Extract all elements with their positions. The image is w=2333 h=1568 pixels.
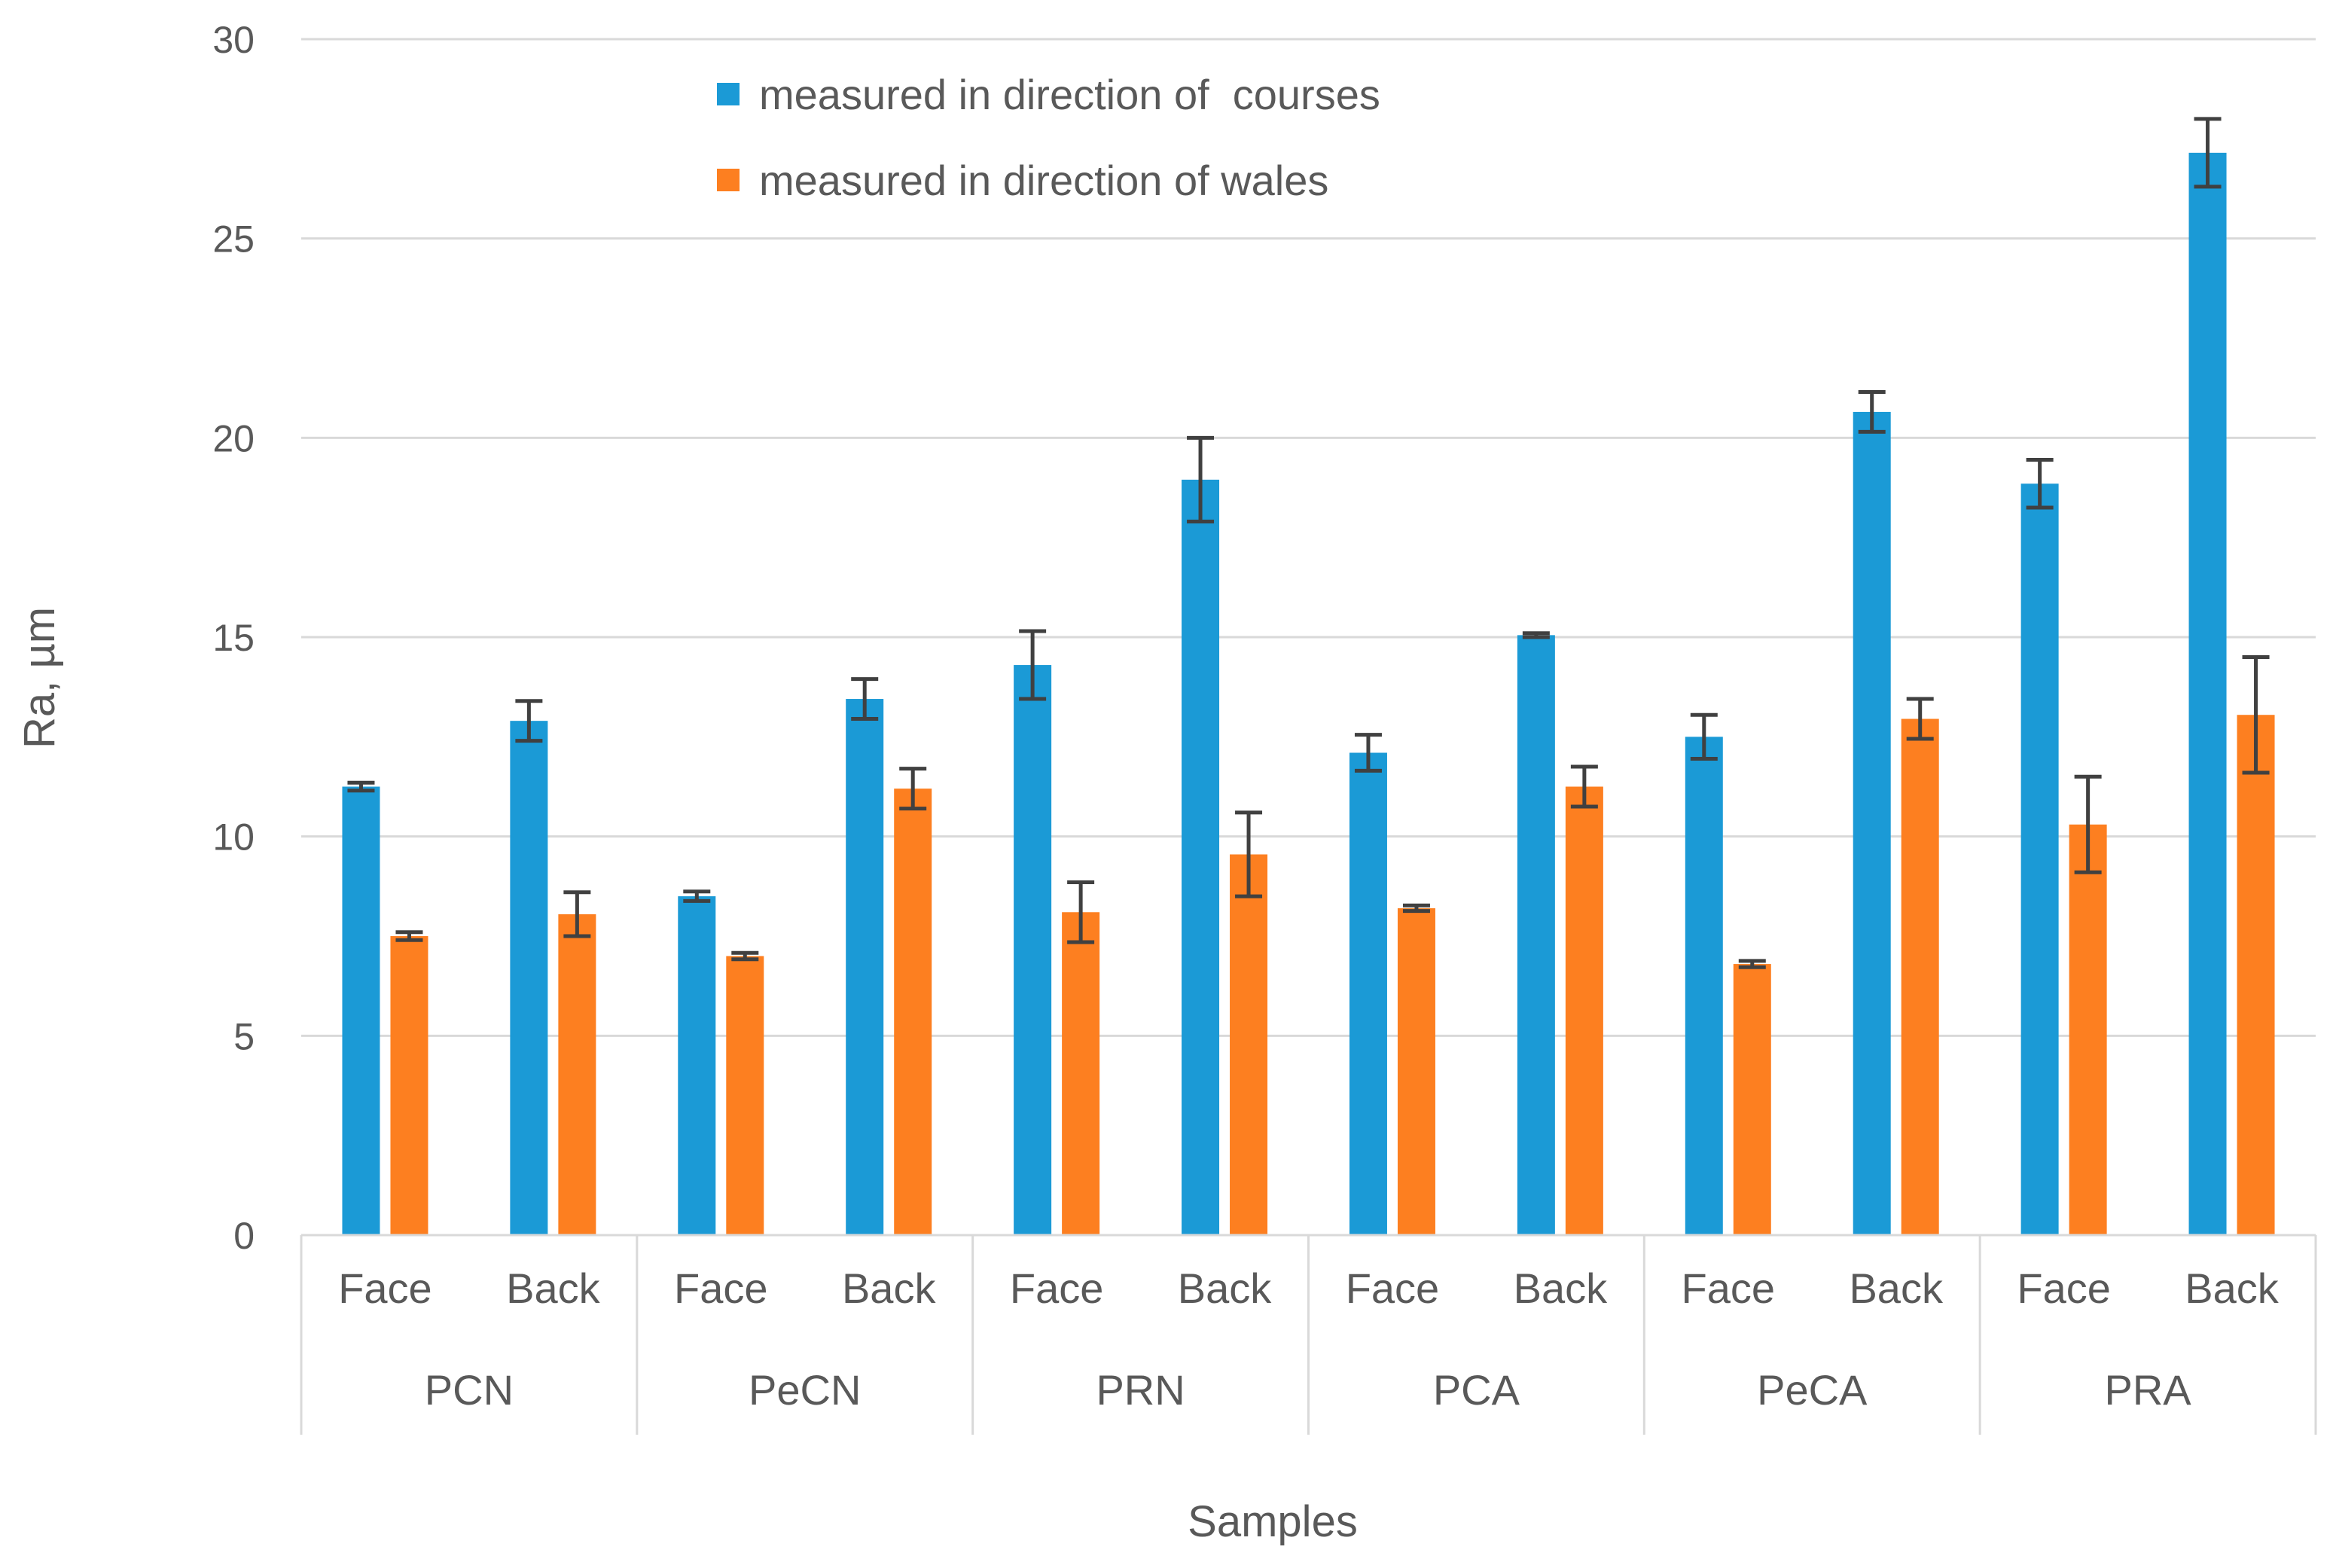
y-tick-label-10: 10 <box>212 816 255 859</box>
bar-wales-PCA-Back <box>1565 786 1603 1235</box>
x-axis-title: Samples <box>1188 1497 1358 1546</box>
x-sub-label-PCA-Face: Face <box>1346 1264 1440 1312</box>
x-group-label-PRN: PRN <box>1096 1366 1185 1414</box>
legend-label-courses: measured in direction of courses <box>759 71 1380 118</box>
bar-courses-PeCA-Face <box>1685 737 1723 1235</box>
bar-wales-PRA-Back <box>2237 715 2275 1235</box>
legend-label-wales: measured in direction of wales <box>759 157 1328 204</box>
bar-courses-PCA-Back <box>1517 635 1555 1235</box>
bars <box>342 152 2275 1236</box>
legend-swatch-wales <box>717 169 740 191</box>
x-axis <box>300 1234 2317 1435</box>
x-sub-label-PRN-Face: Face <box>1010 1264 1104 1312</box>
bar-wales-PeCN-Back <box>894 789 932 1235</box>
legend-swatch-courses <box>717 83 740 105</box>
x-group-label-PRA: PRA <box>2105 1366 2192 1414</box>
x-sub-label-PRA-Face: Face <box>2017 1264 2111 1312</box>
bar-courses-PeCN-Back <box>846 699 884 1235</box>
x-sub-label-PRN-Back: Back <box>1178 1264 1272 1312</box>
bar-courses-PCN-Face <box>342 786 380 1235</box>
x-sub-label-PCN-Face: Face <box>338 1264 432 1312</box>
bar-courses-PRN-Face <box>1014 665 1052 1235</box>
bar-courses-PRA-Back <box>2188 152 2227 1236</box>
x-group-label-PeCN: PeCN <box>749 1366 861 1414</box>
bar-wales-PCN-Face <box>390 936 428 1235</box>
y-tick-label-30: 30 <box>212 19 255 61</box>
x-group-label-PCA: PCA <box>1433 1366 1520 1414</box>
bar-courses-PRA-Face <box>2020 484 2059 1235</box>
x-group-label-PCN: PCN <box>425 1366 514 1414</box>
error-bars <box>347 117 2270 969</box>
tick-labels: 0 5 10 15 20 25 30 PCN Face Back PeCN Face Back PRN Fa… <box>212 19 2279 1414</box>
bar-wales-PRN-Back <box>1230 854 1268 1235</box>
x-group-label-PeCA: PeCA <box>1757 1366 1868 1414</box>
y-tick-label-15: 15 <box>212 617 255 659</box>
bar-courses-PCA-Face <box>1349 752 1387 1235</box>
bar-courses-PRN-Back <box>1182 479 1220 1235</box>
x-sub-label-PRA-Back: Back <box>2185 1264 2279 1312</box>
bar-courses-PeCA-Back <box>1853 411 1891 1235</box>
bar-courses-PCN-Back <box>510 721 548 1235</box>
y-axis-title: Ra, µm <box>15 607 64 749</box>
y-tick-label-0: 0 <box>233 1215 255 1257</box>
y-tick-label-25: 25 <box>212 218 255 261</box>
x-sub-label-PeCN-Face: Face <box>674 1264 768 1312</box>
legend: measured in direction of courses measure… <box>717 71 1380 204</box>
x-sub-label-PCA-Back: Back <box>1514 1264 1608 1312</box>
x-sub-label-PCN-Back: Back <box>506 1264 600 1312</box>
x-sub-label-PeCN-Back: Back <box>842 1264 936 1312</box>
bar-courses-PeCN-Face <box>678 896 716 1235</box>
bar-wales-PRA-Face <box>2069 824 2107 1235</box>
x-sub-label-PeCA-Back: Back <box>1849 1264 1943 1312</box>
bar-wales-PCA-Face <box>1397 908 1435 1235</box>
gridlines <box>301 38 2316 1037</box>
bar-wales-PRN-Face <box>1062 912 1100 1235</box>
bar-wales-PeCA-Back <box>1901 718 1939 1235</box>
bar-wales-PeCN-Face <box>726 956 764 1235</box>
y-tick-label-20: 20 <box>212 417 255 459</box>
y-tick-label-5: 5 <box>233 1015 255 1057</box>
bar-wales-PeCA-Face <box>1733 964 1771 1235</box>
bar-wales-PCN-Back <box>558 914 596 1235</box>
x-sub-label-PeCA-Face: Face <box>1682 1264 1776 1312</box>
